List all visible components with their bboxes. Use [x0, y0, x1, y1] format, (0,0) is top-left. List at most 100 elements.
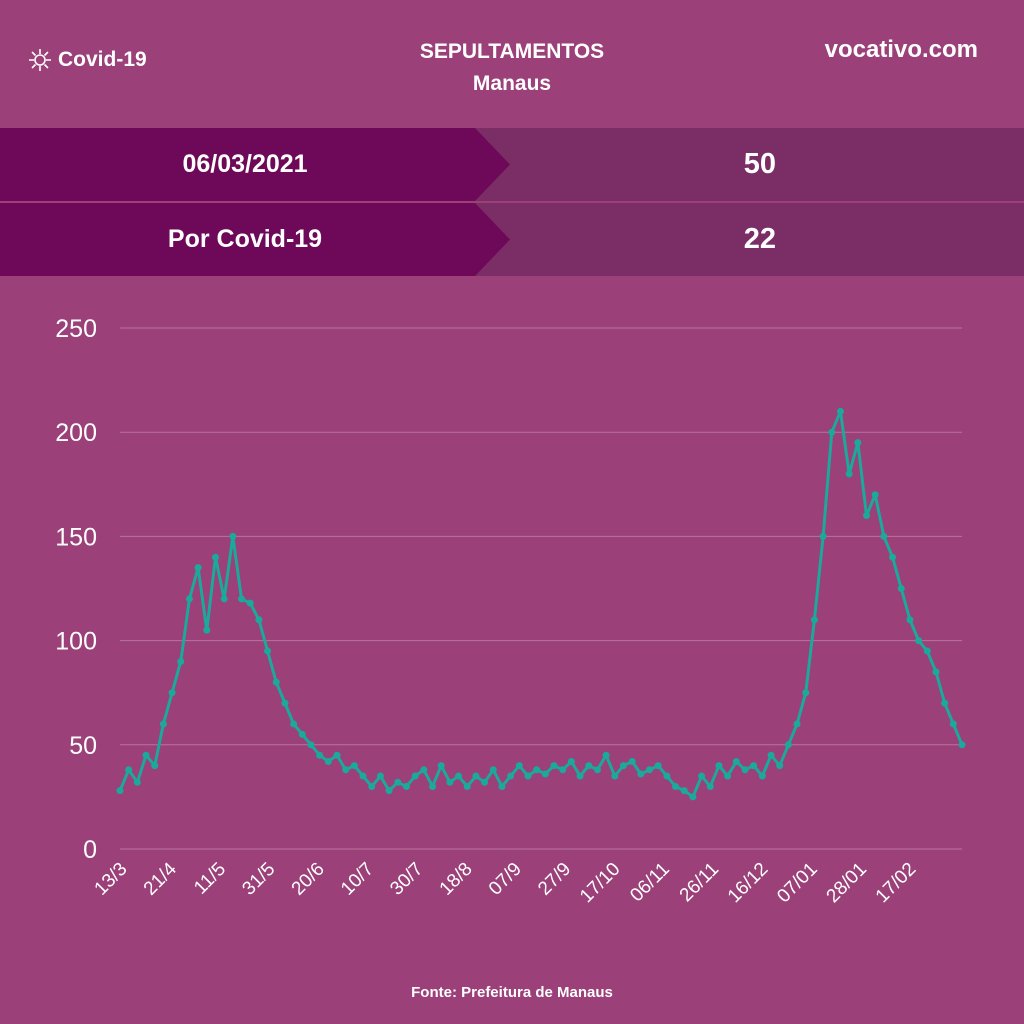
data-point	[880, 532, 888, 540]
data-point	[854, 439, 862, 447]
data-point	[906, 616, 914, 624]
data-point	[246, 599, 254, 607]
data-point	[593, 766, 601, 774]
data-point	[776, 762, 784, 770]
data-point	[828, 428, 836, 436]
data-point	[767, 751, 775, 759]
data-point	[446, 778, 454, 786]
y-tick-label: 150	[55, 523, 97, 551]
data-point	[706, 782, 714, 790]
data-point	[915, 637, 923, 645]
data-point	[637, 770, 645, 778]
data-point	[758, 772, 766, 780]
data-point	[264, 647, 272, 655]
data-point	[177, 657, 185, 665]
data-point	[455, 772, 463, 780]
data-point	[316, 751, 324, 759]
data-point	[385, 787, 393, 795]
data-point	[724, 772, 732, 780]
data-point	[290, 720, 298, 728]
data-point	[646, 766, 654, 774]
x-tick-label: 31/5	[238, 859, 279, 900]
y-tick-label: 0	[83, 836, 97, 864]
data-point	[533, 766, 541, 774]
data-point	[342, 766, 350, 774]
data-point	[889, 553, 897, 561]
data-point	[550, 762, 558, 770]
site-name: vocativo.com	[824, 36, 978, 63]
data-point	[793, 720, 801, 728]
data-point	[394, 778, 402, 786]
x-tick-label: 16/12	[724, 859, 772, 907]
data-point	[125, 766, 133, 774]
data-point	[507, 772, 515, 780]
data-point	[428, 782, 436, 790]
x-tick-label: 07/01	[773, 859, 821, 907]
data-point	[602, 751, 610, 759]
data-point	[784, 741, 792, 749]
data-point	[628, 757, 636, 765]
series-line	[118, 409, 964, 799]
data-point	[368, 782, 376, 790]
data-point	[194, 564, 202, 572]
data-point	[845, 470, 853, 478]
x-tick-label: 07/9	[485, 859, 526, 900]
data-point	[585, 762, 593, 770]
x-tick-label: 27/9	[534, 859, 575, 900]
data-point	[810, 616, 818, 624]
x-tick-label: 10/7	[337, 859, 378, 900]
data-point	[871, 491, 879, 499]
y-tick-label: 200	[55, 419, 97, 447]
x-tick-label: 17/02	[872, 859, 920, 907]
data-point	[654, 762, 662, 770]
y-tick-label: 100	[55, 628, 97, 656]
data-point	[524, 772, 532, 780]
data-point	[481, 778, 489, 786]
data-point	[498, 782, 506, 790]
y-tick-label: 250	[55, 315, 97, 343]
page-title: SEPULTAMENTOS Manaus	[0, 36, 1024, 100]
data-point	[897, 585, 905, 592]
data-point	[185, 595, 193, 603]
data-point	[741, 766, 749, 774]
data-point	[750, 762, 758, 770]
data-point	[420, 766, 428, 774]
data-point	[411, 772, 419, 780]
virus-icon	[29, 49, 51, 71]
data-point	[715, 762, 723, 770]
subtitle-line: Manaus	[472, 72, 552, 95]
data-point	[229, 532, 237, 540]
data-point	[663, 772, 671, 780]
logo-text: Covid-19	[58, 48, 147, 71]
data-point	[576, 772, 584, 780]
data-point	[324, 757, 332, 765]
data-point	[923, 647, 931, 655]
data-point	[941, 699, 949, 707]
data-point	[698, 772, 706, 780]
data-point	[932, 668, 940, 676]
data-point	[151, 762, 159, 770]
data-point	[298, 730, 306, 738]
data-point	[672, 782, 680, 790]
x-tick-label: 17/10	[576, 859, 624, 907]
data-point	[307, 741, 315, 749]
x-tick-label: 18/8	[436, 859, 477, 900]
data-point	[168, 689, 176, 697]
data-point	[402, 782, 410, 790]
data-point	[255, 616, 263, 624]
data-point	[350, 762, 358, 770]
data-point	[619, 762, 627, 770]
data-point	[272, 678, 280, 686]
data-point	[689, 793, 697, 801]
data-point	[376, 772, 384, 780]
x-tick-label: 11/5	[190, 859, 230, 899]
x-tick-label: 20/6	[288, 859, 329, 900]
data-point	[541, 770, 549, 778]
data-point	[333, 751, 341, 759]
data-point	[515, 762, 523, 770]
data-point	[819, 532, 827, 540]
data-point	[559, 766, 567, 774]
x-tick-label: 21/4	[140, 858, 181, 899]
stat-row-covid: 22 Por Covid-19	[0, 203, 1024, 276]
